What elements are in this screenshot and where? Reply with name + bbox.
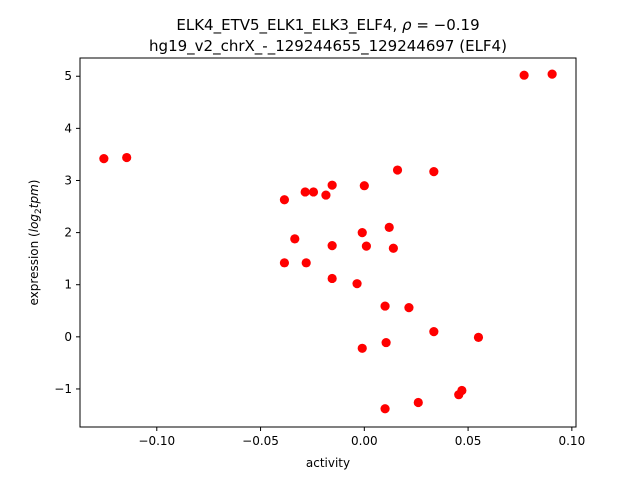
y-tick-label-3: 2 (64, 226, 72, 240)
data-point-24 (413, 397, 423, 408)
y-tick-label-2: 1 (64, 278, 72, 292)
data-point-9 (327, 180, 337, 190)
data-point-15 (359, 181, 369, 191)
data-point-7 (308, 187, 319, 197)
y-tick-label-6: 5 (64, 69, 72, 83)
data-point-19 (381, 337, 391, 348)
y-tick-label-5: 4 (64, 121, 72, 135)
y-tick-label-1: 0 (64, 330, 72, 344)
x-tick-label-2: 0.00 (351, 434, 378, 448)
data-point-4 (290, 234, 300, 244)
data-point-8 (321, 190, 331, 200)
data-point-3 (279, 258, 290, 268)
data-point-17 (380, 301, 390, 311)
data-points (99, 69, 557, 414)
data-point-16 (361, 241, 371, 251)
data-point-22 (392, 165, 403, 175)
data-point-28 (457, 385, 467, 396)
data-point-10 (327, 241, 337, 251)
chart-title-line2: hg19_v2_chrX_-_129244655_129244697 (ELF4… (149, 37, 507, 56)
chart-title-line1: ELK4_ETV5_ELK1_ELK3_ELF4, ρ = −0.19 (176, 16, 479, 35)
axis-ticks: −0.10 −0.05 0.00 0.05 0.10 −1 0 1 2 3 4 5 (54, 69, 585, 448)
plot-frame (79, 57, 577, 428)
y-axis-label: expression (log2tpm) (27, 180, 44, 306)
data-point-12 (352, 279, 362, 289)
data-point-30 (519, 70, 529, 80)
data-point-1 (122, 152, 132, 163)
data-point-31 (547, 69, 557, 79)
data-point-29 (473, 332, 484, 342)
x-tick-label-1: −0.05 (242, 434, 279, 448)
data-point-14 (357, 343, 367, 353)
data-point-18 (380, 404, 390, 414)
data-point-11 (327, 273, 337, 284)
y-tick-label-0: −1 (54, 382, 72, 396)
data-point-23 (404, 303, 414, 313)
data-point-13 (357, 227, 367, 238)
data-point-25 (429, 167, 439, 177)
data-point-21 (388, 243, 398, 253)
x-tick-label-4: 0.10 (558, 434, 585, 448)
data-point-26 (429, 327, 439, 337)
x-axis-label: activity (306, 456, 350, 470)
x-tick-label-3: 0.05 (455, 434, 482, 448)
data-point-6 (301, 258, 311, 268)
data-point-2 (279, 195, 290, 205)
x-tick-label-0: −0.10 (138, 434, 175, 448)
data-point-5 (300, 187, 310, 197)
y-tick-label-4: 3 (64, 173, 72, 187)
data-point-0 (99, 153, 109, 164)
data-point-20 (384, 222, 394, 232)
